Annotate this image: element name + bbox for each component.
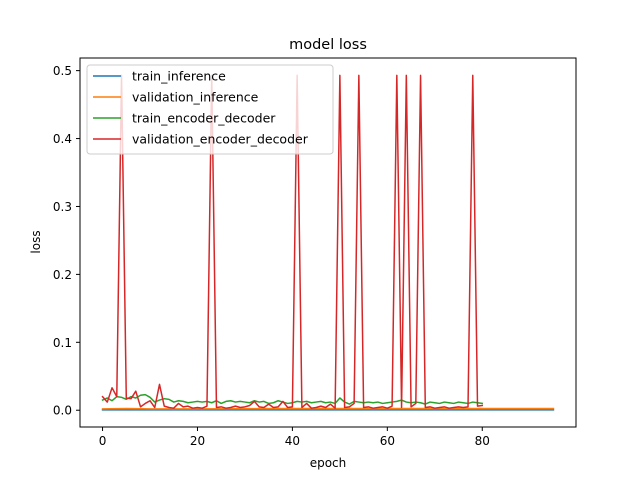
y-tick-label: 0.3	[53, 200, 72, 214]
series-line-validation-encoder-decoder	[101, 74, 484, 409]
legend-label: validation_encoder_decoder	[132, 132, 309, 147]
y-tick-label: 0.2	[53, 268, 72, 282]
x-tick-label: 40	[285, 434, 300, 448]
y-tick-label: 0.4	[53, 132, 72, 146]
x-axis-label: epoch	[310, 456, 347, 470]
y-axis-ticks: 0.0 0.1 0.2 0.3 0.4 0.5	[53, 64, 80, 418]
axes-spines	[79, 57, 577, 428]
x-axis-ticks: 0 20 40 60 80	[99, 427, 490, 448]
legend-label: train_inference	[132, 69, 226, 84]
chart-title: model loss	[289, 37, 367, 53]
y-tick-label: 0.1	[53, 336, 72, 350]
x-tick-label: 80	[475, 434, 490, 448]
y-tick-label: 0.5	[53, 64, 72, 78]
legend-label: train_encoder_decoder	[132, 111, 276, 126]
x-tick-label: 60	[380, 434, 395, 448]
series-layer	[101, 74, 555, 411]
legend: train_inference validation_inferencetrain…	[86, 64, 334, 155]
legend-box	[86, 64, 334, 155]
y-axis-label: loss	[29, 230, 43, 253]
legend-label: validation_inference	[132, 90, 259, 105]
x-tick-label: 20	[190, 434, 205, 448]
x-tick-label: 0	[99, 434, 107, 448]
y-tick-label: 0.0	[53, 404, 72, 418]
